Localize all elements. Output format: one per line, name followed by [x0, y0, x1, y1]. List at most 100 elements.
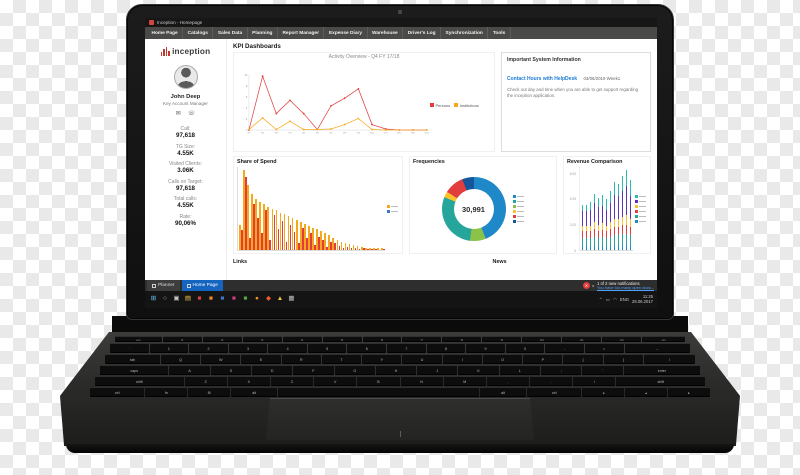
key-E[interactable]: E: [241, 354, 281, 364]
key-N[interactable]: N: [400, 376, 443, 386]
key-space[interactable]: [278, 387, 479, 397]
app-green-icon[interactable]: ■: [243, 295, 248, 303]
file-explorer-icon[interactable]: ▤: [184, 295, 192, 303]
menu-item-catalogs[interactable]: Catalogs: [183, 27, 214, 39]
key-H[interactable]: H: [375, 365, 417, 375]
menu-item-sales-data[interactable]: Sales Data: [213, 27, 248, 39]
key-J[interactable]: J: [417, 365, 458, 375]
key-f8[interactable]: f8: [442, 336, 482, 342]
key-f10[interactable]: f10: [522, 336, 562, 342]
key-caps[interactable]: caps: [100, 365, 169, 375]
key-f7[interactable]: f7: [402, 336, 442, 342]
key-[[interactable]: [: [563, 354, 603, 364]
menu-item-planning[interactable]: Planning: [248, 27, 278, 39]
key-,[interactable]: ,: [486, 376, 530, 386]
key-f11[interactable]: f11: [562, 336, 602, 342]
key-X[interactable]: X: [227, 376, 270, 386]
app-blue-icon[interactable]: ■: [220, 295, 225, 303]
key-f6[interactable]: f6: [362, 336, 402, 342]
key-F[interactable]: F: [293, 365, 334, 375]
tray-language[interactable]: ENG: [619, 297, 630, 302]
key-f9[interactable]: f9: [482, 336, 522, 342]
key-Y[interactable]: Y: [362, 354, 402, 364]
key-U[interactable]: U: [402, 354, 442, 364]
key-shift[interactable]: shift: [95, 376, 184, 386]
key-alt[interactable]: alt: [231, 387, 278, 397]
key-f12[interactable]: f12: [602, 336, 642, 342]
key-del[interactable]: del: [642, 336, 686, 342]
menu-item-tools[interactable]: Tools: [488, 27, 511, 39]
key-▸[interactable]: ▸: [668, 387, 710, 397]
key-4[interactable]: 4: [268, 343, 307, 353]
key-O[interactable]: O: [482, 354, 523, 364]
notification-toast[interactable]: ✕ ▸ 1 of 2 new notifications You have to…: [582, 280, 654, 291]
tray-clock[interactable]: 11:25 28.06.2017: [632, 294, 653, 305]
key-f1[interactable]: f1: [162, 336, 202, 342]
key-←[interactable]: ←: [624, 343, 691, 353]
key-/[interactable]: /: [573, 376, 616, 386]
key-0[interactable]: 0: [505, 343, 545, 353]
key-K[interactable]: K: [458, 365, 499, 375]
app-red-icon[interactable]: ■: [197, 295, 202, 303]
key-R[interactable]: R: [281, 354, 321, 364]
key-8[interactable]: 8: [426, 343, 466, 353]
menu-item-warehouse[interactable]: Warehouse: [368, 27, 404, 39]
key-`[interactable]: `: [110, 343, 149, 353]
key-L[interactable]: L: [499, 365, 540, 375]
key-f3[interactable]: f3: [242, 336, 282, 342]
close-notification-icon[interactable]: ✕: [582, 282, 590, 289]
key-1[interactable]: 1: [149, 343, 189, 353]
network-icon[interactable]: ◠: [612, 296, 617, 302]
key-3[interactable]: 3: [228, 343, 268, 353]
key-P[interactable]: P: [523, 354, 563, 364]
tab-home-page[interactable]: Home Page: [181, 280, 223, 291]
photos-icon[interactable]: ▦: [288, 295, 295, 303]
tab-planner[interactable]: Planner: [147, 280, 180, 291]
key-Q[interactable]: Q: [160, 354, 201, 364]
key-A[interactable]: A: [169, 365, 210, 375]
app-orange-icon[interactable]: ■: [209, 295, 213, 303]
key-S[interactable]: S: [210, 365, 252, 375]
key-T[interactable]: T: [321, 354, 362, 364]
key-enter[interactable]: enter: [623, 365, 701, 375]
key-esc[interactable]: esc: [115, 336, 162, 342]
key-M[interactable]: M: [443, 376, 486, 386]
key-5[interactable]: 5: [307, 343, 347, 353]
battery-icon[interactable]: ▭: [605, 296, 610, 302]
key-6[interactable]: 6: [347, 343, 387, 353]
search-icon[interactable]: ○: [163, 295, 167, 303]
key-I[interactable]: I: [442, 354, 482, 364]
menu-item-drivers-log[interactable]: Driver's Log: [403, 27, 442, 39]
trackpad[interactable]: [266, 398, 534, 440]
active-app-icon[interactable]: ◆: [266, 295, 271, 303]
key-W[interactable]: W: [201, 354, 241, 364]
key-ctrl[interactable]: ctrl: [90, 387, 145, 397]
key-G[interactable]: G: [334, 365, 375, 375]
menu-item-home-page[interactable]: Home Page: [147, 27, 184, 39]
key-f4[interactable]: f4: [282, 336, 322, 342]
key-shift[interactable]: shift: [616, 376, 706, 386]
key-;[interactable]: ;: [541, 365, 582, 375]
key-.[interactable]: .: [530, 376, 573, 386]
key-fn[interactable]: fn: [145, 387, 188, 397]
key-\[interactable]: \: [643, 354, 695, 364]
key-▴[interactable]: ▴: [625, 387, 668, 397]
menu-item-report-manager[interactable]: Report Manager: [278, 27, 325, 39]
key-9[interactable]: 9: [466, 343, 505, 353]
key-Z[interactable]: Z: [184, 376, 227, 386]
key-f5[interactable]: f5: [322, 336, 362, 342]
key-7[interactable]: 7: [387, 343, 426, 353]
key-f2[interactable]: f2: [202, 336, 242, 342]
start-icon[interactable]: ⊞: [150, 295, 157, 303]
menu-item-expense-diary[interactable]: Expense Diary: [324, 27, 368, 39]
key-V[interactable]: V: [314, 376, 357, 386]
app-magenta-icon[interactable]: ■: [232, 295, 236, 303]
tray-expand-icon[interactable]: ⌃: [598, 296, 603, 302]
mail-icon[interactable]: ✉: [175, 111, 181, 117]
key--[interactable]: -: [545, 343, 584, 353]
helpdesk-link[interactable]: Contact Hours with HelpDesk: [507, 75, 578, 82]
notification-link[interactable]: You have too many open docs...: [596, 284, 654, 290]
key-=[interactable]: =: [584, 343, 624, 353]
key-ctrl[interactable]: ctrl: [527, 387, 582, 397]
key-D[interactable]: D: [252, 365, 293, 375]
